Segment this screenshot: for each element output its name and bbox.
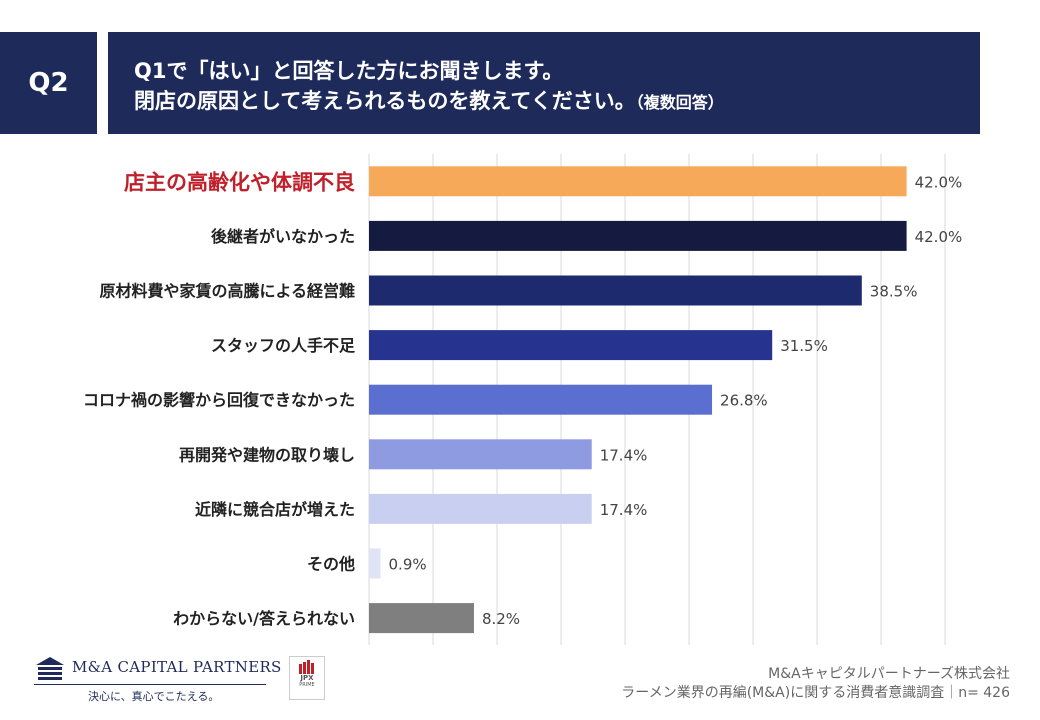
category-label: スタッフの人手不足 <box>211 336 356 355</box>
company-logo: M&A CAPITAL PARTNERS 決心に、真心でこたえる。 <box>34 650 281 705</box>
source-credit: M&Aキャピタルパートナーズ株式会社 ラーメン業界の再編(M&A)に関する消費者… <box>621 665 1010 703</box>
bar <box>369 275 862 306</box>
jpx-mark-icon <box>299 660 314 674</box>
bar <box>369 548 381 579</box>
category-label: 近隣に競合店が増えた <box>195 500 355 519</box>
category-label: 再開発や建物の取り壊し <box>179 445 355 464</box>
source-survey: ラーメン業界の再編(M&A)に関する消費者意識調査｜n= 426 <box>621 685 1010 701</box>
value-label: 38.5% <box>870 283 918 301</box>
question-number-badge: Q2 <box>0 32 97 134</box>
value-label: 17.4% <box>600 446 648 464</box>
bars <box>369 166 907 634</box>
value-label: 42.0% <box>915 173 963 191</box>
jpx-label: JPX <box>300 674 314 682</box>
source-company: M&Aキャピタルパートナーズ株式会社 <box>768 666 1010 682</box>
question-text-line2-main: 閉店の原因として考えられるものを教えてください。 <box>134 89 636 113</box>
value-label: 26.8% <box>720 392 768 410</box>
question-text-line1: Q1で「はい」と回答した方にお聞きします。 <box>134 59 564 83</box>
category-label: 後継者がいなかった <box>211 227 355 246</box>
category-label: わからない/答えられない <box>173 609 355 628</box>
company-tagline: 決心に、真心でこたえる。 <box>88 690 220 703</box>
bar <box>369 220 907 251</box>
value-label: 8.2% <box>482 610 520 628</box>
bar <box>369 166 907 197</box>
question-number: Q2 <box>28 68 69 98</box>
value-label: 31.5% <box>780 337 828 355</box>
jpx-prime-badge: JPX PRIME <box>289 656 325 700</box>
bar <box>369 384 713 415</box>
company-logo-text: M&A CAPITAL PARTNERS <box>72 658 282 676</box>
bar <box>369 603 474 634</box>
value-label: 42.0% <box>915 228 963 246</box>
bar <box>369 493 592 524</box>
logo-divider <box>34 684 266 685</box>
question-text-line2: 閉店の原因として考えられるものを教えてください。（複数回答） <box>134 86 980 118</box>
value-label: 0.9% <box>389 556 427 574</box>
category-label: その他 <box>307 555 355 574</box>
question-header: Q1で「はい」と回答した方にお聞きします。 閉店の原因として考えられるものを教え… <box>108 32 980 134</box>
jpx-sub-label: PRIME <box>299 682 315 688</box>
category-labels: 店主の高齢化や体調不良後継者がいなかった原材料費や家賃の高騰による経営難スタッフ… <box>83 170 356 628</box>
value-label: 17.4% <box>600 501 648 519</box>
logo-mark-icon <box>36 657 64 680</box>
value-labels: 42.0% 42.0% 38.5% 31.5% 26.8% 17.4% 17.4% 0.9% 8… <box>389 173 963 628</box>
category-label: コロナ禍の影響から回復できなかった <box>83 391 355 410</box>
question-note: （複数回答） <box>635 93 724 112</box>
bar <box>369 439 592 470</box>
category-label: 原材料費や家賃の高騰による経営難 <box>99 282 355 301</box>
category-label: 店主の高齢化や体調不良 <box>124 170 355 194</box>
bar <box>369 330 773 361</box>
